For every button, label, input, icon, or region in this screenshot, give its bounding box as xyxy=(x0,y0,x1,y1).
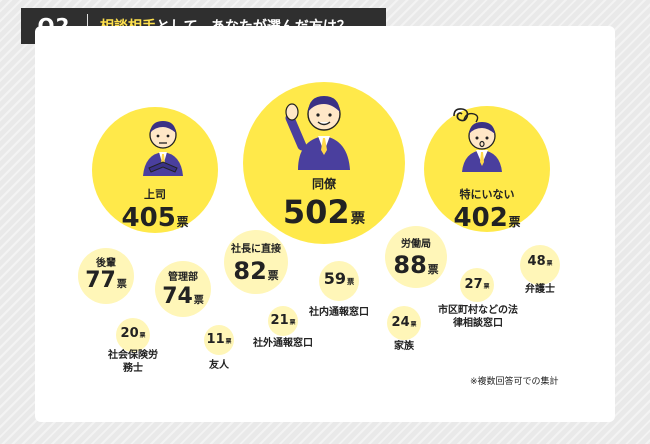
vote-count: 82票 xyxy=(233,259,278,283)
vote-unit: 票 xyxy=(116,279,127,290)
category-label: 市区町村などの法律相談窓口 xyxy=(438,305,518,329)
category-label: 後輩 xyxy=(96,258,116,269)
vote-unit: 票 xyxy=(193,295,204,306)
vote-unit: 票 xyxy=(546,261,553,267)
vote-number: 20 xyxy=(120,326,139,341)
category-label: 家族 xyxy=(394,341,414,352)
bubble-9 xyxy=(460,268,494,302)
category-label: 上司 xyxy=(144,188,166,201)
bubble-5 xyxy=(224,230,288,294)
vote-unit: 票 xyxy=(410,322,417,328)
category-label: 同僚 xyxy=(311,177,337,191)
category-label: 社長に直接 xyxy=(231,244,281,255)
vote-number: 74 xyxy=(162,284,193,309)
category-label: 社外通報窓口 xyxy=(253,338,313,349)
vote-count: 59票 xyxy=(324,271,354,287)
vote-number: 402 xyxy=(453,203,508,233)
vote-count: 88票 xyxy=(393,253,438,277)
vote-count: 74票 xyxy=(162,286,204,308)
vote-unit: 票 xyxy=(267,269,279,282)
vote-unit: 票 xyxy=(427,263,439,276)
vote-count: 21票 xyxy=(271,314,296,327)
bubble-8 xyxy=(520,245,560,285)
vote-count: 24票 xyxy=(392,316,417,329)
vote-count: 77票 xyxy=(85,270,127,292)
vote-count: 20票 xyxy=(121,327,146,340)
vote-unit: 票 xyxy=(508,215,521,229)
bubble-7 xyxy=(385,226,447,288)
vote-number: 77 xyxy=(85,268,116,293)
category-label: 労働局 xyxy=(401,239,431,250)
footnote: ※複数回答可での集計 xyxy=(470,377,559,387)
vote-count: 402票 xyxy=(454,205,521,231)
vote-number: 59 xyxy=(323,269,347,288)
colleague-figure-icon xyxy=(285,96,350,170)
category-label: 管理部 xyxy=(168,272,198,283)
vote-count: 502票 xyxy=(283,196,365,228)
bubble-12 xyxy=(268,306,298,336)
category-label: 友人 xyxy=(209,360,229,371)
vote-number: 11 xyxy=(206,332,225,347)
bubble-13 xyxy=(387,306,421,340)
vote-count: 27票 xyxy=(465,278,490,291)
vote-number: 82 xyxy=(233,257,267,285)
bubble-11 xyxy=(204,325,234,355)
category-label: 社会保険労務士 xyxy=(108,350,158,374)
bubble-6 xyxy=(319,261,359,301)
vote-unit: 票 xyxy=(176,215,189,229)
vote-unit: 票 xyxy=(139,333,146,339)
confused-figure-icon xyxy=(453,108,502,172)
bubble-10 xyxy=(116,318,150,352)
vote-number: 24 xyxy=(391,315,410,330)
vote-unit: 票 xyxy=(350,211,366,227)
vote-unit: 票 xyxy=(225,339,232,345)
vote-number: 21 xyxy=(270,313,289,328)
category-label: 特にいない xyxy=(459,188,515,201)
vote-number: 88 xyxy=(393,251,427,279)
vote-number: 405 xyxy=(121,203,176,233)
category-label: 弁護士 xyxy=(525,284,555,295)
vote-number: 48 xyxy=(527,254,546,269)
vote-count: 48票 xyxy=(528,255,553,268)
vote-count: 405票 xyxy=(122,205,189,231)
vote-number: 27 xyxy=(464,277,483,292)
bubble-3 xyxy=(78,248,134,304)
vote-unit: 票 xyxy=(289,320,296,326)
vote-number: 502 xyxy=(282,193,350,231)
vote-unit: 票 xyxy=(347,277,355,286)
boss-figure-icon xyxy=(143,121,183,176)
category-label: 社内通報窓口 xyxy=(309,307,369,318)
bubble-4 xyxy=(155,261,211,317)
vote-unit: 票 xyxy=(483,284,490,290)
vote-count: 11票 xyxy=(207,333,232,346)
